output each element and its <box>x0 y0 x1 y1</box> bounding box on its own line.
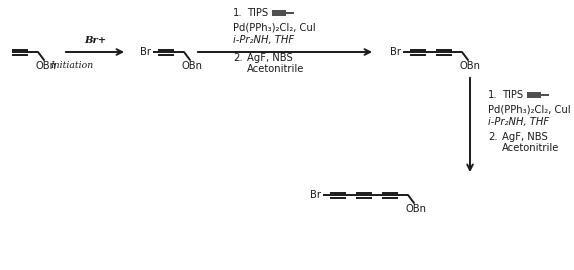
Text: OBn: OBn <box>406 204 427 214</box>
Text: Pd(PPh₃)₂Cl₂, CuI: Pd(PPh₃)₂Cl₂, CuI <box>233 23 316 33</box>
Text: AgF, NBS: AgF, NBS <box>502 132 548 142</box>
Text: Initiation: Initiation <box>50 61 93 70</box>
Text: i-Pr₂NH, THF: i-Pr₂NH, THF <box>233 35 294 45</box>
Text: 1.: 1. <box>488 90 498 100</box>
Text: OBn: OBn <box>182 61 203 71</box>
Text: i-Pr₂NH, THF: i-Pr₂NH, THF <box>488 117 549 127</box>
Text: Acetonitrile: Acetonitrile <box>247 64 304 74</box>
Text: TIPS: TIPS <box>502 90 523 100</box>
Text: 1.: 1. <box>233 8 243 18</box>
Text: Br: Br <box>390 47 401 57</box>
Text: OBn: OBn <box>460 61 481 71</box>
Text: AgF, NBS: AgF, NBS <box>247 53 293 63</box>
Text: Pd(PPh₃)₂Cl₂, CuI: Pd(PPh₃)₂Cl₂, CuI <box>488 105 571 115</box>
Text: OBn: OBn <box>36 61 57 71</box>
Text: Br: Br <box>310 190 321 200</box>
Text: Br+: Br+ <box>84 36 106 45</box>
Text: 2.: 2. <box>233 53 243 63</box>
Text: TIPS: TIPS <box>247 8 268 18</box>
Text: 2.: 2. <box>488 132 498 142</box>
Text: Acetonitrile: Acetonitrile <box>502 143 560 153</box>
Text: Br: Br <box>140 47 151 57</box>
